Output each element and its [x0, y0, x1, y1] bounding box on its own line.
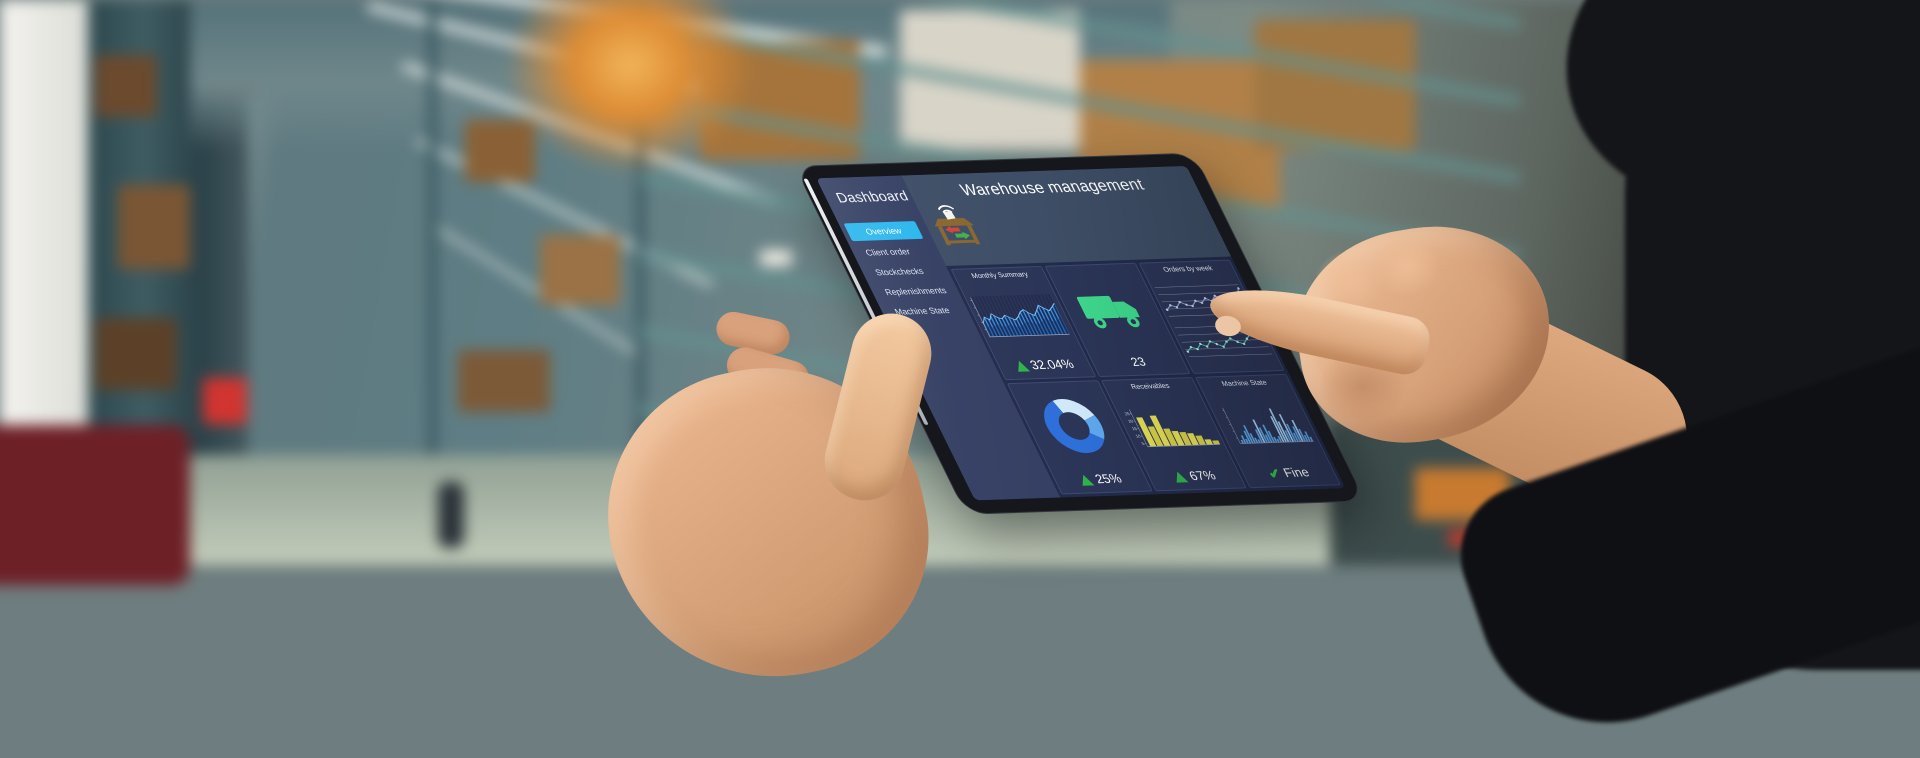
truck-icon	[1072, 288, 1154, 331]
green-arrow-right-icon	[954, 232, 972, 240]
machine-state-bar-chart	[1212, 400, 1318, 450]
machine-state-value: Fine	[1281, 465, 1312, 480]
svg-text:10: 10	[1135, 434, 1142, 439]
shelf-label	[760, 250, 792, 266]
stock-donut-value: 25%	[1093, 472, 1125, 487]
wifi-icon	[937, 206, 954, 210]
stock-donut-chart	[1027, 393, 1121, 458]
maroon-railing	[0, 425, 190, 585]
sidebar-item-overview[interactable]: Overview	[843, 221, 923, 241]
svg-text:20: 20	[1127, 419, 1134, 424]
red-arrow-left-icon	[943, 226, 961, 234]
receivables-value: 67%	[1187, 468, 1219, 483]
storage-box	[540, 235, 620, 305]
up-triangle-icon	[1013, 360, 1030, 371]
red-sign	[203, 378, 247, 424]
page-title: Warehouse management	[906, 175, 1200, 202]
storage-box	[95, 55, 157, 117]
rack-upright	[428, 0, 437, 520]
deliveries-count: 23	[1128, 355, 1148, 369]
svg-text:15: 15	[1131, 426, 1138, 431]
sidebar-title: Dashboard	[816, 175, 915, 205]
orange-light-flare	[505, 0, 755, 175]
svg-text:25: 25	[1124, 411, 1131, 416]
monthly-summary-value: 32.04%	[1028, 357, 1077, 372]
up-triangle-icon	[1077, 474, 1094, 485]
monthly-summary-area-chart	[966, 292, 1074, 342]
header-banner: Warehouse management	[901, 166, 1231, 266]
hand-knuckle	[1370, 236, 1440, 296]
storage-box	[95, 318, 177, 390]
storage-box	[458, 350, 550, 412]
storage-box	[118, 185, 190, 269]
up-triangle-icon	[1172, 471, 1189, 482]
walking-person-silhouette	[438, 482, 464, 548]
